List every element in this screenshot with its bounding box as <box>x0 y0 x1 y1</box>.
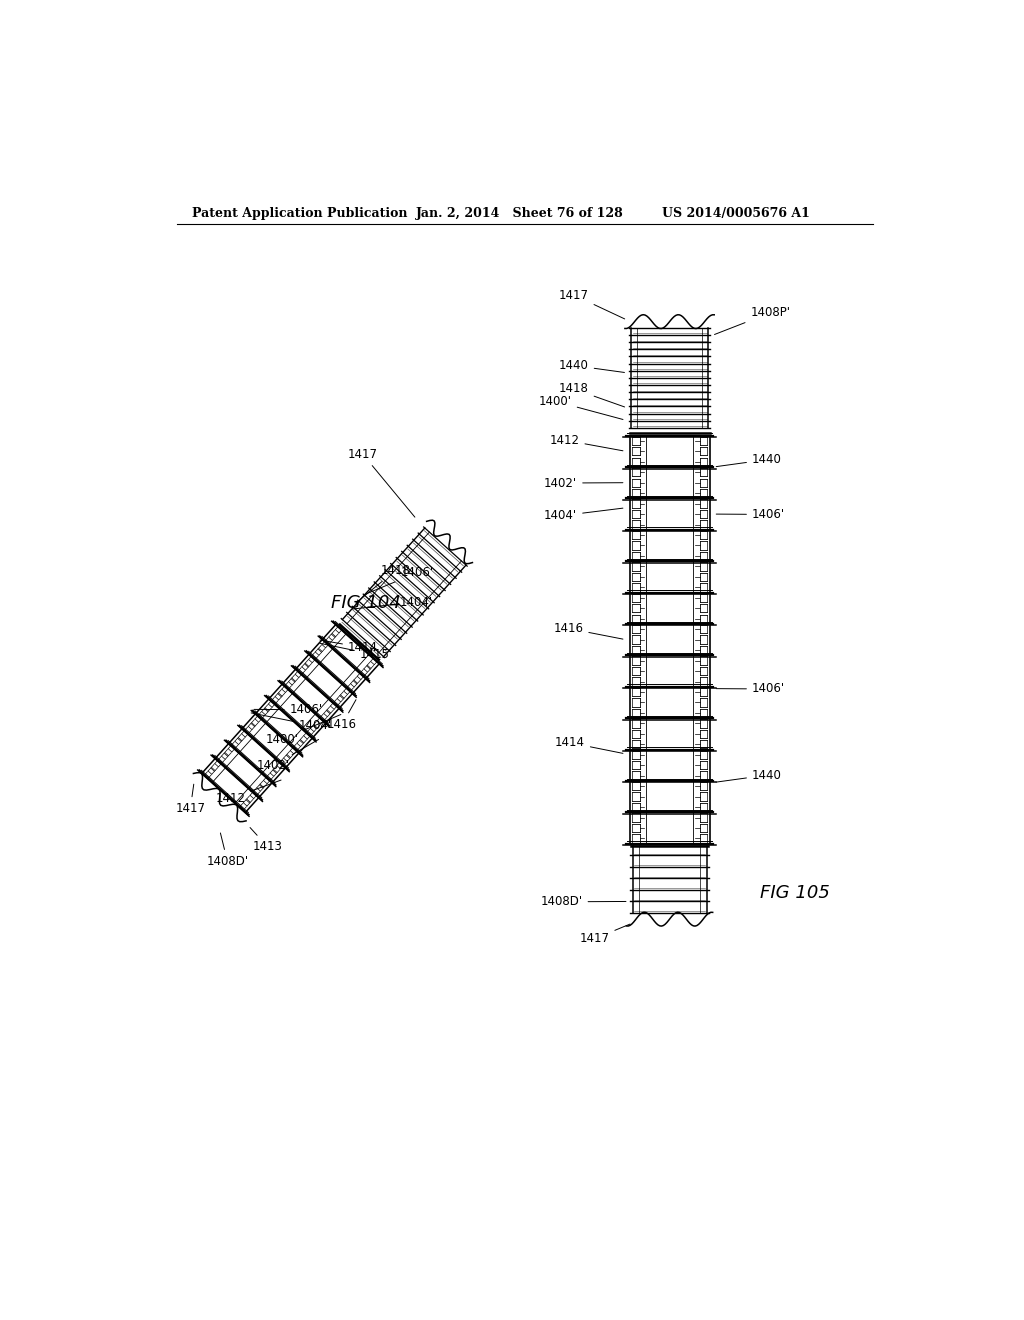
Text: FIG 105: FIG 105 <box>760 883 829 902</box>
Text: 1417: 1417 <box>175 784 205 816</box>
Text: Jan. 2, 2014   Sheet 76 of 128: Jan. 2, 2014 Sheet 76 of 128 <box>416 207 624 220</box>
Text: 1404': 1404' <box>352 595 433 609</box>
Text: 1406': 1406' <box>254 704 323 717</box>
Text: 1440: 1440 <box>716 768 782 783</box>
Text: 1416: 1416 <box>553 622 623 639</box>
Text: 1408D': 1408D' <box>541 895 626 908</box>
Text: 1412: 1412 <box>215 780 281 805</box>
Text: 1404': 1404' <box>544 508 623 523</box>
Text: 1406': 1406' <box>716 508 785 521</box>
Text: 1402': 1402' <box>257 739 318 772</box>
Text: 1408P': 1408P' <box>715 306 791 334</box>
Text: 1413: 1413 <box>250 828 283 853</box>
Text: FIG 104: FIG 104 <box>331 594 401 612</box>
Text: 1417: 1417 <box>559 289 625 319</box>
Text: 1404': 1404' <box>251 713 332 733</box>
Text: 1440: 1440 <box>716 453 782 466</box>
Text: 1416: 1416 <box>327 700 357 731</box>
Text: 1418: 1418 <box>559 383 625 407</box>
Text: 1417: 1417 <box>348 447 415 517</box>
Text: 1400': 1400' <box>266 714 341 746</box>
Text: 1414: 1414 <box>319 640 378 655</box>
Text: Patent Application Publication: Patent Application Publication <box>193 207 408 220</box>
Text: 1412: 1412 <box>550 433 623 451</box>
Text: 1417: 1417 <box>580 924 630 945</box>
Text: 1414: 1414 <box>555 737 623 754</box>
Text: 1418: 1418 <box>355 564 411 603</box>
Text: US 2014/0005676 A1: US 2014/0005676 A1 <box>662 207 810 220</box>
Text: 1406': 1406' <box>716 682 785 696</box>
Text: 1400': 1400' <box>539 395 623 420</box>
Text: 1415: 1415 <box>321 643 389 661</box>
Text: 1406': 1406' <box>365 566 433 594</box>
Text: 1440: 1440 <box>559 359 625 372</box>
Text: 1408D': 1408D' <box>207 833 249 869</box>
Text: 1402': 1402' <box>544 477 623 490</box>
